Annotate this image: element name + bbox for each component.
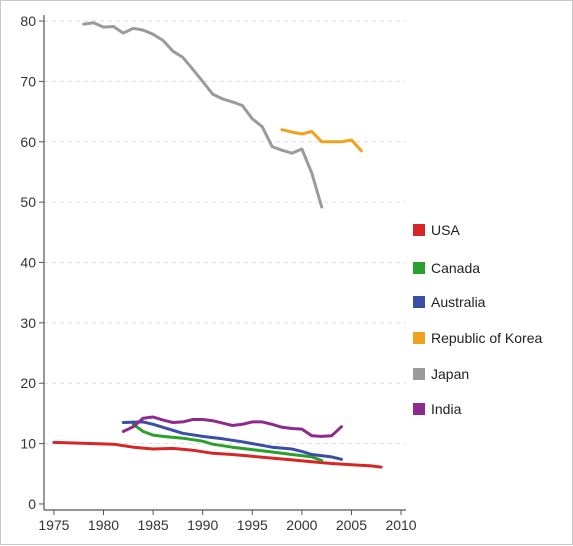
series-line-japan [82, 21, 324, 209]
series-line-india [121, 415, 343, 438]
y-tick-label: 80 [20, 13, 36, 29]
x-tick-label: 2005 [336, 517, 367, 533]
y-tick-label: 20 [20, 375, 36, 391]
legend-swatch-canada [413, 262, 425, 274]
legend-label-australia: Australia [431, 294, 486, 310]
legend-swatch-republic-of-korea [413, 332, 425, 344]
legend-label-india: India [431, 401, 462, 417]
x-tick-label: 2010 [385, 517, 416, 533]
legend-swatch-japan [413, 368, 425, 380]
x-tick-label: 1985 [138, 517, 169, 533]
y-tick-label: 10 [20, 436, 36, 452]
x-tick-label: 1990 [187, 517, 218, 533]
legend-label-canada: Canada [431, 260, 480, 276]
series-line-australia [121, 420, 343, 461]
legend-swatch-india [413, 403, 425, 415]
y-tick-label: 60 [20, 134, 36, 150]
y-tick-label: 30 [20, 315, 36, 331]
gridlines [44, 20, 406, 445]
x-tick-label: 1980 [88, 517, 119, 533]
legend: USA Canada Australia Republic of Korea Japan… [413, 222, 543, 417]
y-tick-label: 40 [20, 255, 36, 271]
y-tick-label: 0 [28, 496, 36, 512]
x-tick-label: 1995 [237, 517, 268, 533]
axes: 0 10 20 30 40 50 60 70 80 1975 1980 1985 1990 1995 200… [20, 13, 416, 533]
series-lines [52, 21, 383, 469]
y-tick-label: 50 [20, 194, 36, 210]
series-line-republic-of-korea [280, 128, 363, 153]
legend-swatch-usa [413, 224, 425, 236]
legend-label-japan: Japan [431, 366, 469, 382]
legend-swatch-australia [413, 296, 425, 308]
y-tick-label: 70 [20, 73, 36, 89]
x-tick-label: 1975 [38, 517, 69, 533]
series-line-canada [131, 422, 324, 462]
series-line-usa [52, 440, 383, 469]
legend-label-republic-of-korea: Republic of Korea [431, 330, 543, 346]
legend-label-usa: USA [431, 222, 460, 238]
x-tick-label: 2000 [286, 517, 317, 533]
